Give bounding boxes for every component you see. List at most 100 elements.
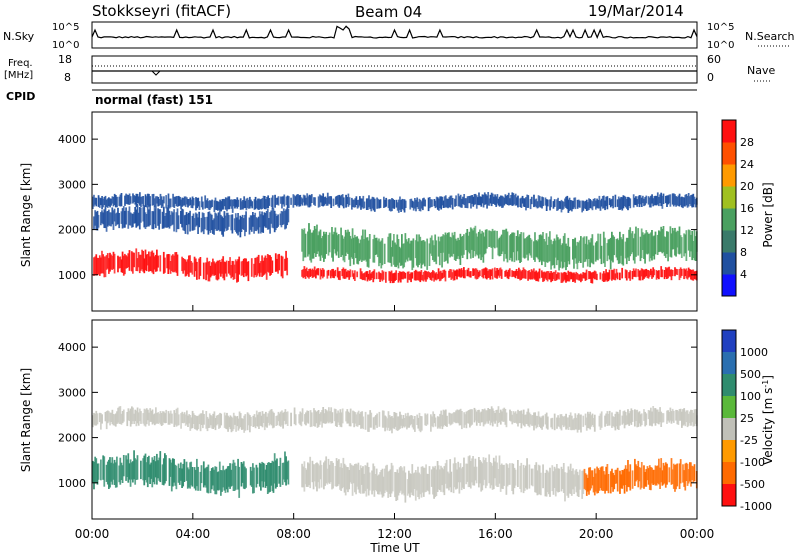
heatmap-cell <box>153 198 156 207</box>
heatmap-cell <box>206 416 209 432</box>
heatmap-cell <box>553 271 556 281</box>
heatmap-cell <box>216 472 219 491</box>
heatmap-cell <box>473 227 476 252</box>
heatmap-cell <box>129 459 132 487</box>
heatmap-cell <box>180 210 182 224</box>
heatmap-cell <box>683 268 685 280</box>
heatmap-cell <box>209 470 212 494</box>
heatmap-cell <box>638 467 641 482</box>
heatmap-cell <box>360 198 362 210</box>
heatmap-cell <box>207 261 210 282</box>
heatmap-cell <box>307 196 310 208</box>
heatmap-cell <box>512 411 515 423</box>
heatmap-cell <box>458 409 461 426</box>
heatmap-cell <box>444 195 447 208</box>
heatmap-cell <box>450 471 453 493</box>
heatmap-cell <box>211 416 213 429</box>
heatmap-cell <box>331 269 333 277</box>
heatmap-cell <box>520 197 523 208</box>
heatmap-cell <box>320 412 322 422</box>
heatmap-cell <box>273 412 275 428</box>
heatmap-cell <box>441 414 444 430</box>
heatmap-cell <box>332 234 334 262</box>
heatmap-cell <box>691 410 694 423</box>
heatmap-cell <box>110 198 113 206</box>
heatmap-cell <box>200 413 203 425</box>
heatmap-cell <box>648 271 651 277</box>
heatmap-cell <box>394 412 397 427</box>
heatmap-cell <box>349 408 352 427</box>
heatmap-cell <box>127 453 130 483</box>
heatmap-cell <box>553 466 556 488</box>
heatmap-cell <box>650 467 652 491</box>
heatmap-cell <box>592 245 595 265</box>
heatmap-cell <box>346 197 349 205</box>
heatmap-cell <box>592 271 595 279</box>
heatmap-cell <box>159 209 162 224</box>
heatmap-cell <box>192 213 195 231</box>
heatmap-cell <box>397 239 400 269</box>
heatmap-cell <box>110 254 113 270</box>
heatmap-cell <box>675 464 677 490</box>
heatmap-cell <box>111 196 114 204</box>
x-tick-label: 00:00 <box>75 527 110 541</box>
heatmap-cell <box>521 195 524 204</box>
heatmap-cell <box>535 415 538 429</box>
heatmap-cell <box>611 412 613 428</box>
heatmap-cell <box>550 271 552 283</box>
heatmap-cell <box>613 417 616 428</box>
heatmap-cell <box>166 254 169 269</box>
heatmap-cell <box>675 268 677 275</box>
heatmap-cell <box>526 411 529 425</box>
heatmap-cell <box>147 193 149 206</box>
heatmap-cell <box>257 414 259 427</box>
heatmap-cell <box>519 198 522 207</box>
heatmap-cell <box>670 269 673 281</box>
heatmap-cell <box>501 411 503 421</box>
heatmap-cell <box>676 269 679 275</box>
heatmap-cell <box>484 457 487 489</box>
heatmap-cell <box>317 463 320 483</box>
heatmap-cell <box>458 268 461 277</box>
heatmap-cell <box>226 198 228 212</box>
heatmap-cell <box>639 414 642 427</box>
heatmap-cell <box>268 255 270 273</box>
heatmap-cell <box>210 468 213 490</box>
heatmap-cell <box>169 459 172 477</box>
heatmap-cell <box>568 246 571 265</box>
heatmap-cell <box>608 239 611 260</box>
heatmap-cell <box>593 468 596 496</box>
heatmap-cell <box>469 195 471 204</box>
heatmap-cell <box>434 200 437 209</box>
heatmap-cell <box>433 413 436 424</box>
heatmap-cell <box>566 417 569 429</box>
heatmap-cell <box>670 233 673 258</box>
heatmap-cell <box>235 416 237 432</box>
heatmap-cell <box>560 466 563 492</box>
heatmap-cell <box>536 415 539 428</box>
heatmap-cell <box>497 239 500 256</box>
heatmap-cell <box>322 407 325 424</box>
heatmap-cell <box>613 475 616 490</box>
velocity-colorbar-segment <box>722 330 736 353</box>
heatmap-cell <box>144 212 147 229</box>
heatmap-cell <box>644 197 647 206</box>
heatmap-cell <box>677 195 680 207</box>
heatmap-cell <box>438 198 440 211</box>
heatmap-cell <box>212 220 214 234</box>
heatmap-cell <box>230 214 233 231</box>
heatmap-cell <box>168 254 171 270</box>
heatmap-cell <box>335 232 338 256</box>
heatmap-cell <box>647 196 650 205</box>
heatmap-cell <box>668 412 671 423</box>
heatmap-cell <box>363 273 365 280</box>
heatmap-cell <box>213 261 215 276</box>
heatmap-cell <box>524 414 526 427</box>
heatmap-cell <box>202 201 204 210</box>
heatmap-cell <box>674 267 676 277</box>
heatmap-cell <box>690 409 692 426</box>
heatmap-cell <box>556 464 558 492</box>
heatmap-cell <box>664 237 667 258</box>
heatmap-cell <box>648 233 651 262</box>
heatmap-cell <box>577 274 580 281</box>
